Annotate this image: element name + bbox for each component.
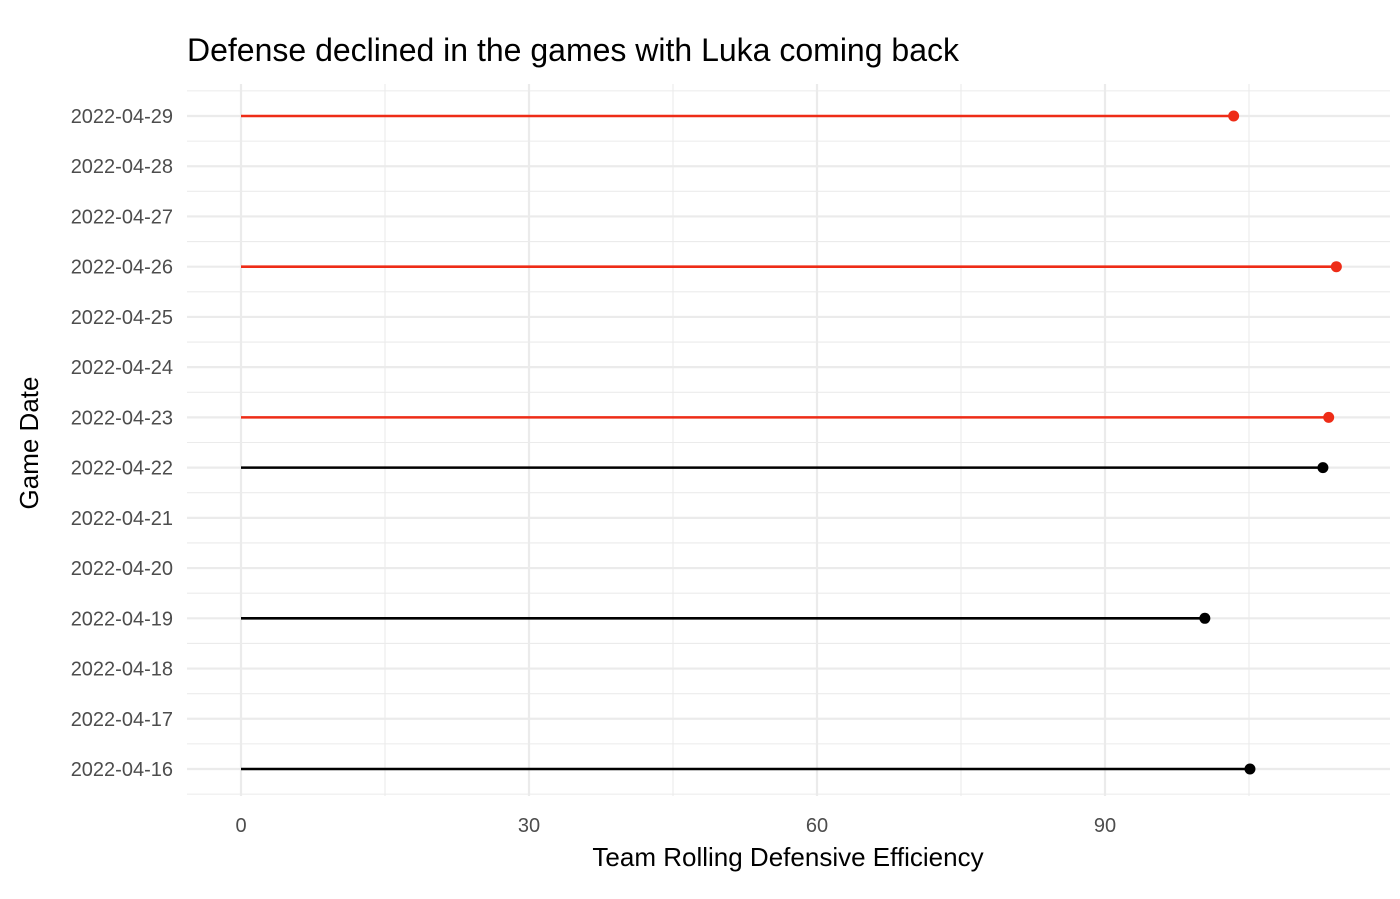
- label-layer: 2022-04-16 2022-04-17 2022-04-18 2022-04-19…: [71, 106, 1116, 837]
- y-tick-label: 2022-04-21: [71, 508, 173, 530]
- y-tick-label: 2022-04-20: [71, 558, 173, 580]
- lollipop-point: [1317, 462, 1329, 474]
- y-tick-label: 2022-04-27: [71, 206, 173, 228]
- mark-layer: [241, 110, 1342, 775]
- x-tick-label: 0: [235, 815, 246, 837]
- y-tick-label: 2022-04-26: [71, 257, 173, 279]
- y-tick-label: 2022-04-17: [71, 709, 173, 731]
- y-tick-label: 2022-04-24: [71, 357, 173, 379]
- y-tick-label: 2022-04-19: [71, 608, 173, 630]
- y-tick-label: 2022-04-18: [71, 659, 173, 681]
- y-tick-label: 2022-04-23: [71, 407, 173, 429]
- y-axis-title: Game Date: [14, 377, 44, 510]
- x-tick-label: 90: [1094, 815, 1116, 837]
- y-tick-label: 2022-04-22: [71, 458, 173, 480]
- x-tick-label: 30: [518, 815, 540, 837]
- lollipop-point: [1228, 110, 1240, 122]
- x-tick-label: 60: [806, 815, 828, 837]
- lollipop-point: [1244, 763, 1256, 775]
- y-tick-label: 2022-04-28: [71, 156, 173, 178]
- y-tick-label: 2022-04-29: [71, 106, 173, 128]
- chart-title: Defense declined in the games with Luka …: [187, 32, 960, 68]
- lollipop-point: [1330, 261, 1342, 273]
- y-tick-label: 2022-04-25: [71, 307, 173, 329]
- grid-layer: [187, 84, 1390, 796]
- x-axis-title: Team Rolling Defensive Efficiency: [592, 842, 983, 872]
- lollipop-point: [1199, 612, 1211, 624]
- y-tick-label: 2022-04-16: [71, 759, 173, 781]
- lollipop-point: [1323, 411, 1335, 423]
